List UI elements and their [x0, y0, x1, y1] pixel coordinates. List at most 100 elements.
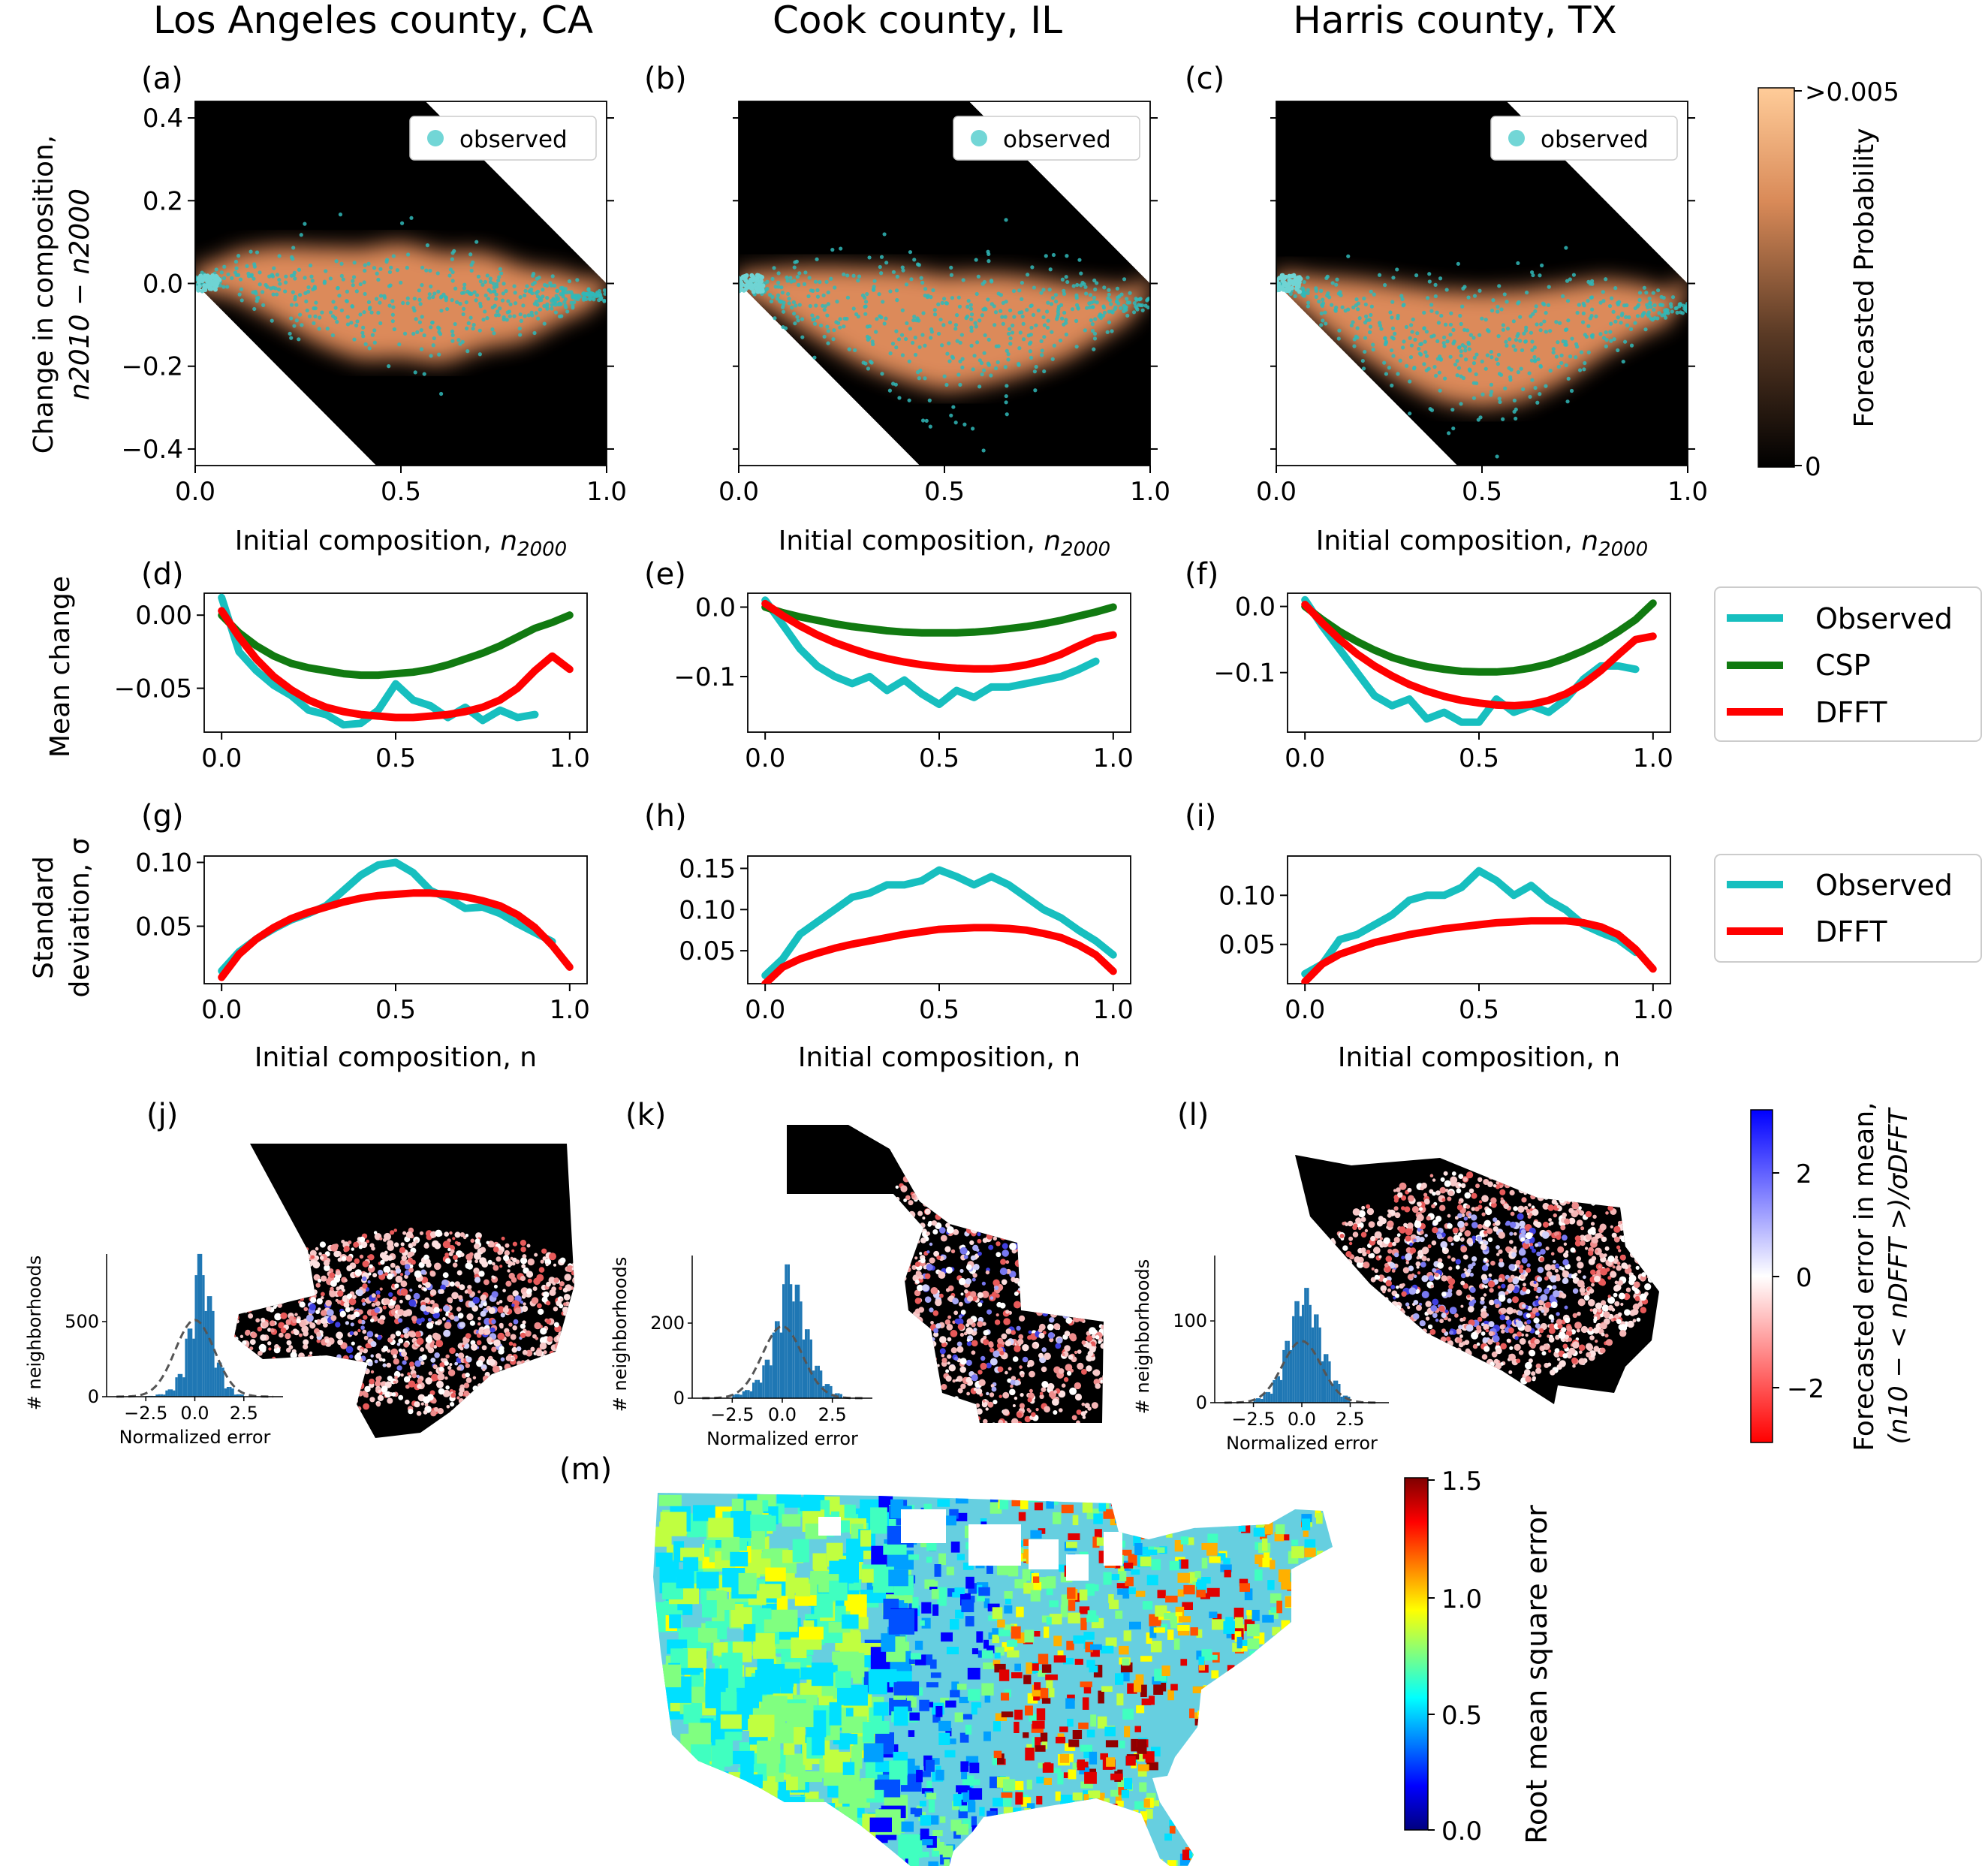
hist-bar [155, 1394, 158, 1397]
hist-bar [839, 1394, 842, 1398]
hist-bar [762, 1365, 765, 1398]
hist-bar [1273, 1379, 1276, 1403]
hist-bar [739, 1394, 742, 1398]
hist-bar [1265, 1391, 1268, 1403]
hist-ylabel: # neighborhoods [1132, 1259, 1153, 1415]
prob-colorbar-tick-bottom: 0 [1805, 452, 1821, 482]
hist-bar [752, 1382, 755, 1398]
hist-bar [200, 1253, 203, 1397]
rmse-tick-1.5: 1.5 [1441, 1467, 1482, 1497]
rmse-tick-1.0: 1.0 [1441, 1584, 1482, 1614]
hist-bar [1321, 1361, 1324, 1403]
hist-bar [179, 1373, 183, 1397]
hist-bar [775, 1321, 778, 1398]
density-panel-b: observed 0.0 0.5 1.0 Initial composition, n2… [718, 101, 1170, 561]
hist-bar [757, 1379, 760, 1398]
hist-xtick: 2.5 [1336, 1409, 1364, 1430]
hist-bar [777, 1321, 780, 1398]
county-outline [1295, 1155, 1659, 1404]
ytick-label: 0.2 [143, 186, 183, 216]
hist-bar [785, 1264, 788, 1398]
row3-legend: Observed DFFT [1714, 854, 1982, 963]
series-observed [761, 866, 1117, 979]
hist-ylabel: # neighborhoods [24, 1256, 45, 1411]
hist-bar [1292, 1316, 1295, 1403]
ytick-label: 0.05 [135, 912, 192, 942]
line-panel-h: 0.0 0.5 1.0 0.15 0.10 0.05 Initial composition… [679, 854, 1134, 1073]
ytick-label: 0.4 [143, 104, 183, 134]
legend-box [953, 116, 1140, 161]
rmse-colorbar [1404, 1477, 1429, 1831]
row2-legend-csp: CSP [1815, 649, 1871, 682]
hist-bar [732, 1394, 735, 1398]
legend-marker [1508, 130, 1525, 146]
hist-bar [1289, 1349, 1293, 1403]
hist-xtick: 0.0 [180, 1403, 209, 1424]
hist-bar [1287, 1340, 1290, 1403]
density-panel-c: observed 0.0 0.5 1.0 Initial composition, n2… [1256, 101, 1708, 561]
hist-bar [809, 1339, 812, 1398]
hist-bar [177, 1373, 180, 1397]
hist-xlabel: Normalized error [706, 1428, 858, 1449]
hist-bar [212, 1310, 215, 1397]
hist-bar [1263, 1394, 1266, 1403]
xtick-label: 0.0 [1256, 477, 1297, 507]
series-observed [218, 593, 539, 729]
row3-legend-observed: Observed [1815, 869, 1953, 902]
hist-xlabel: Normalized error [1226, 1433, 1378, 1454]
hist-bar [1326, 1354, 1329, 1403]
hist-bar [224, 1388, 227, 1397]
histogram: −2.5 0.0 2.5 0 100 Normalized error # neighbor… [1132, 1256, 1389, 1454]
hist-bar [749, 1391, 752, 1398]
row2-legend: Observed CSP DFFT [1714, 586, 1982, 742]
hist-bar [779, 1332, 782, 1398]
hist-bar [214, 1367, 217, 1397]
no-data-region [1104, 1532, 1122, 1566]
line-panel-d: 0.0 0.5 1.0 0.00 −0.05 [114, 592, 590, 773]
hist-bar [173, 1390, 176, 1397]
hist-ytick: 200 [650, 1313, 685, 1334]
row2-legend-dfft: DFFT [1815, 696, 1887, 729]
axes-frame [1287, 855, 1671, 984]
panel-label-a: (a) [141, 62, 183, 96]
hist-bar [1267, 1391, 1271, 1403]
hist-bar [1314, 1314, 1317, 1403]
hist-bar [190, 1328, 193, 1397]
hist-bar [790, 1284, 793, 1398]
xtick-label: 0.5 [919, 995, 959, 1025]
legend-observed: observed [1003, 126, 1111, 153]
ytick-label: 0.0 [695, 593, 736, 623]
xtick-label: 1.0 [550, 743, 590, 773]
legend-marker [971, 130, 987, 146]
ytick-label: 0.00 [135, 601, 192, 631]
probability-band [739, 267, 1150, 391]
xtick-label: 0.5 [375, 995, 416, 1025]
county-map-harris: −2.5 0.0 2.5 0 100 Normalized error # neighbor… [1132, 1155, 1659, 1454]
hist-bar [194, 1275, 197, 1397]
ytick-label: −0.1 [673, 662, 736, 692]
hist-xtick: 2.5 [818, 1404, 847, 1425]
hist-bar [158, 1394, 161, 1397]
ytick-label: 0.10 [679, 895, 736, 925]
hist-bar [1299, 1316, 1302, 1403]
hist-bar [1311, 1327, 1315, 1403]
ytick-label: 0.0 [143, 270, 183, 300]
row3-legend-dfft: DFFT [1815, 915, 1887, 948]
error-colorbar-label-line2: (n10 − < nDFFT >)/σDFFT [1884, 1107, 1914, 1444]
hist-bar [1275, 1376, 1278, 1403]
xtick-label: 1.0 [1633, 995, 1673, 1025]
rmse-tick-0.0: 0.0 [1441, 1816, 1482, 1846]
hist-xlabel: Normalized error [119, 1427, 271, 1448]
hist-bar [185, 1338, 188, 1397]
xtick-label: 0.5 [1459, 995, 1499, 1025]
hist-bar [812, 1370, 815, 1398]
hist-bar [767, 1359, 770, 1398]
hist-bar [192, 1338, 195, 1397]
hist-ytick: 0 [1196, 1392, 1207, 1413]
row3-ylabel-line2: deviation, σ [65, 837, 95, 997]
hist-bar [209, 1296, 212, 1397]
xlabel: Initial composition, n2000 [779, 526, 1110, 561]
line-panel-i: 0.0 0.5 1.0 0.10 0.05 Initial composition, n [1218, 855, 1673, 1073]
panel-label-e: (e) [644, 557, 686, 592]
